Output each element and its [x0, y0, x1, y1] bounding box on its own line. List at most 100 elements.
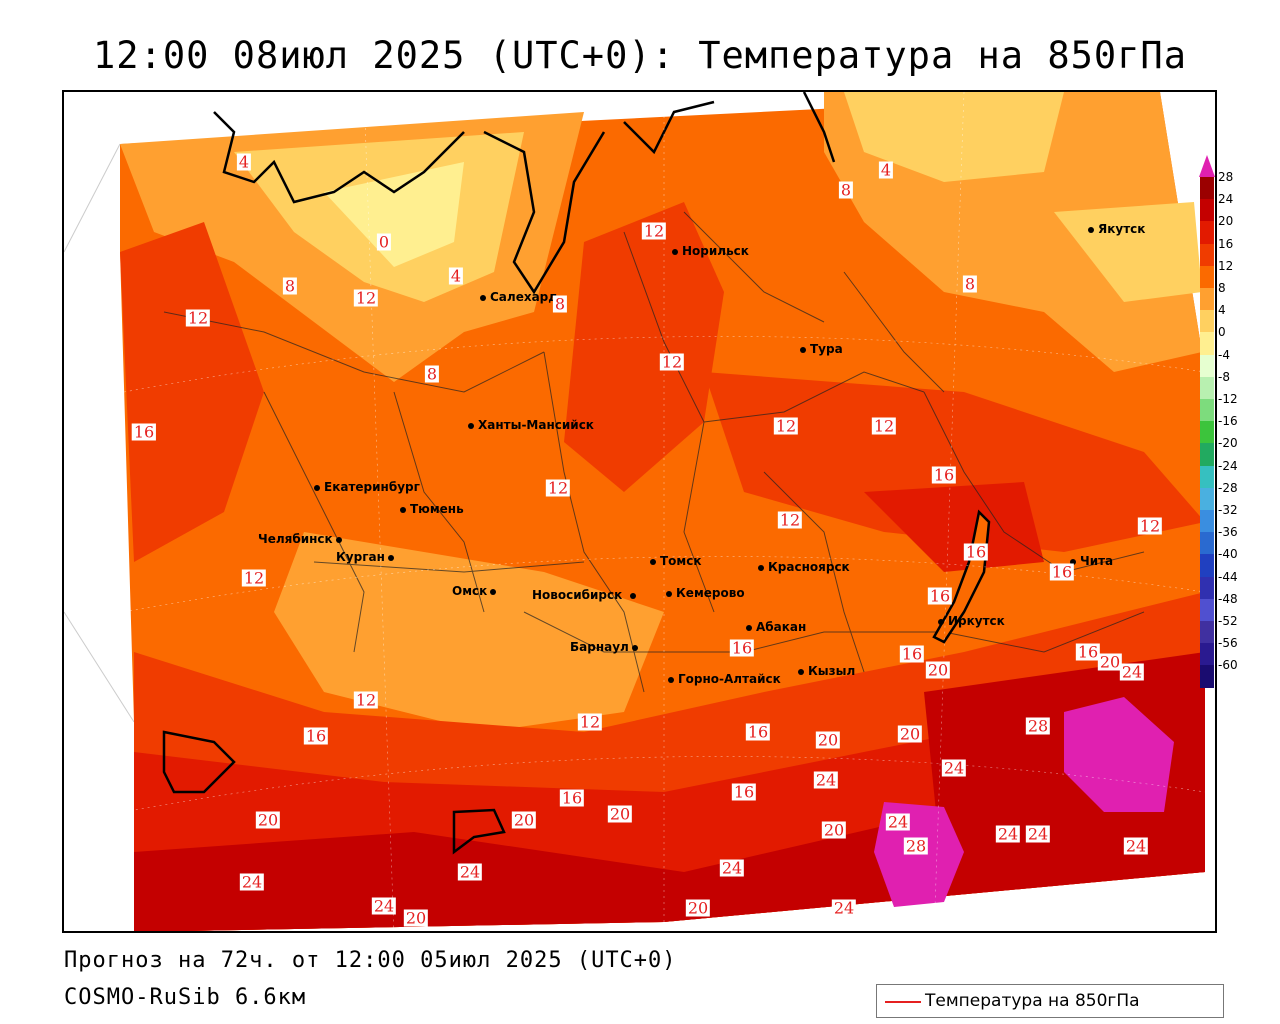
scale-swatch — [1200, 665, 1214, 688]
city-label: Норильск — [672, 244, 749, 258]
city-marker-icon — [798, 668, 804, 675]
scale-tick-label: -56 — [1218, 636, 1238, 651]
isoline-label: 8 — [838, 180, 854, 200]
city-marker-icon — [650, 558, 656, 565]
city-label: Якутск — [1088, 222, 1145, 236]
scale-swatch — [1200, 265, 1214, 288]
isoline-label: 20 — [925, 660, 951, 680]
scale-swatch — [1200, 598, 1214, 621]
isoline-label: 24 — [1119, 662, 1145, 682]
scale-swatch — [1200, 421, 1214, 444]
isoline-label: 12 — [241, 568, 267, 588]
city-label: Тура — [800, 342, 843, 356]
temperature-map: Норильск Якутск Салехард Тура Ханты-Манс… — [62, 90, 1217, 933]
isoline-label: 8 — [424, 364, 440, 384]
scale-swatch — [1200, 510, 1214, 533]
scale-swatch — [1200, 332, 1214, 355]
isoline-label: 16 — [559, 788, 585, 808]
isoline-label: 16 — [899, 644, 925, 664]
scale-tick-label: -28 — [1218, 480, 1238, 495]
scale-tick-label: 16 — [1218, 236, 1234, 251]
scale-swatch — [1200, 465, 1214, 488]
city-label: Абакан — [746, 620, 806, 634]
scale-swatch — [1200, 354, 1214, 377]
city-label: Курган — [336, 550, 398, 564]
city-label: Омск — [452, 584, 500, 598]
scale-top-arrow-icon — [1199, 155, 1215, 177]
city-marker-icon — [631, 644, 638, 651]
isoline-label: 4 — [448, 266, 464, 286]
city-label: Ханты-Мансийск — [468, 418, 594, 432]
isoline-label: 20 — [815, 730, 841, 750]
scale-tick-label: -12 — [1218, 392, 1238, 406]
city-label: Горно-Алтайск — [668, 672, 781, 686]
scale-tick-label: -36 — [1218, 525, 1238, 540]
scale-swatch — [1200, 621, 1214, 644]
color-scale: 28 24 20 16 12 8 4 0 -4 -8 -12 -16 -20 -24 -28 -32 -36 -4… — [1198, 155, 1258, 695]
isoline-label: 28 — [903, 836, 929, 856]
scale-swatch — [1200, 532, 1214, 555]
isoline-label: 24 — [719, 858, 745, 878]
isoline-label: 16 — [1049, 562, 1075, 582]
isoline-label: 12 — [545, 478, 571, 498]
city-label: Чита — [1070, 554, 1113, 568]
isoline-label: 16 — [931, 465, 957, 485]
legend: Температура на 850гПа — [876, 984, 1224, 1018]
isoline-label: 8 — [282, 276, 298, 296]
city-label: Новосибирск — [532, 588, 640, 602]
city-marker-icon — [468, 422, 474, 429]
city-marker-icon — [400, 506, 406, 513]
city-label: Челябинск — [258, 532, 346, 546]
isoline-label: 4 — [878, 160, 894, 180]
isoline-label: 20 — [511, 810, 537, 830]
isoline-label: 16 — [927, 586, 953, 606]
city-marker-icon — [666, 590, 672, 597]
city-marker-icon — [1070, 558, 1076, 565]
isoline-label: 0 — [376, 232, 392, 252]
city-marker-icon — [938, 618, 944, 625]
isoline-label: 16 — [131, 422, 157, 442]
city-label: Екатеринбург — [314, 480, 420, 494]
scale-tick-label: -32 — [1218, 503, 1238, 517]
city-marker-icon — [630, 592, 637, 599]
scale-tick-label: 8 — [1218, 281, 1226, 295]
isoline-label: 24 — [1025, 824, 1051, 844]
isoline-label: 16 — [303, 726, 329, 746]
isoline-label: 24 — [239, 872, 265, 892]
isoline-label: 12 — [871, 416, 897, 436]
scale-swatch — [1200, 288, 1214, 311]
scale-tick-label: 24 — [1218, 192, 1234, 207]
city-label: Тюмень — [400, 502, 464, 516]
isoline-label: 20 — [255, 810, 281, 830]
scale-tick-label: -44 — [1218, 569, 1238, 584]
city-label: Томск — [650, 554, 702, 568]
isoline-label: 24 — [813, 770, 839, 790]
isoline-label: 12 — [659, 352, 685, 372]
isoline-label: 8 — [962, 274, 978, 294]
city-label: Иркутск — [938, 614, 1005, 628]
isoline-label: 20 — [1097, 652, 1123, 672]
isoline-label: 20 — [607, 804, 633, 824]
scale-swatch — [1200, 221, 1214, 244]
scale-swatch — [1200, 177, 1214, 200]
isoline-label: 16 — [729, 638, 755, 658]
scale-swatch — [1200, 443, 1214, 466]
city-marker-icon — [746, 624, 752, 631]
city-label: Красноярск — [758, 560, 850, 574]
scale-tick-label: -24 — [1218, 458, 1238, 473]
model-name: COSMO-RuSib 6.6км — [64, 985, 307, 1010]
city-marker-icon — [1088, 226, 1094, 233]
city-label: Кызыл — [798, 664, 855, 678]
isoline-label: 12 — [773, 416, 799, 436]
isoline-label: 12 — [353, 288, 379, 308]
city-label: Салехард — [480, 290, 558, 304]
isoline-label: 16 — [731, 782, 757, 802]
isoline-label: 16 — [1075, 642, 1101, 662]
isoline-label: 12 — [777, 510, 803, 530]
city-marker-icon — [387, 554, 394, 561]
city-marker-icon — [314, 484, 320, 491]
scale-tick-label: 12 — [1218, 258, 1234, 273]
city-marker-icon — [668, 676, 674, 683]
legend-line-icon — [885, 1001, 921, 1003]
city-marker-icon — [335, 536, 342, 543]
